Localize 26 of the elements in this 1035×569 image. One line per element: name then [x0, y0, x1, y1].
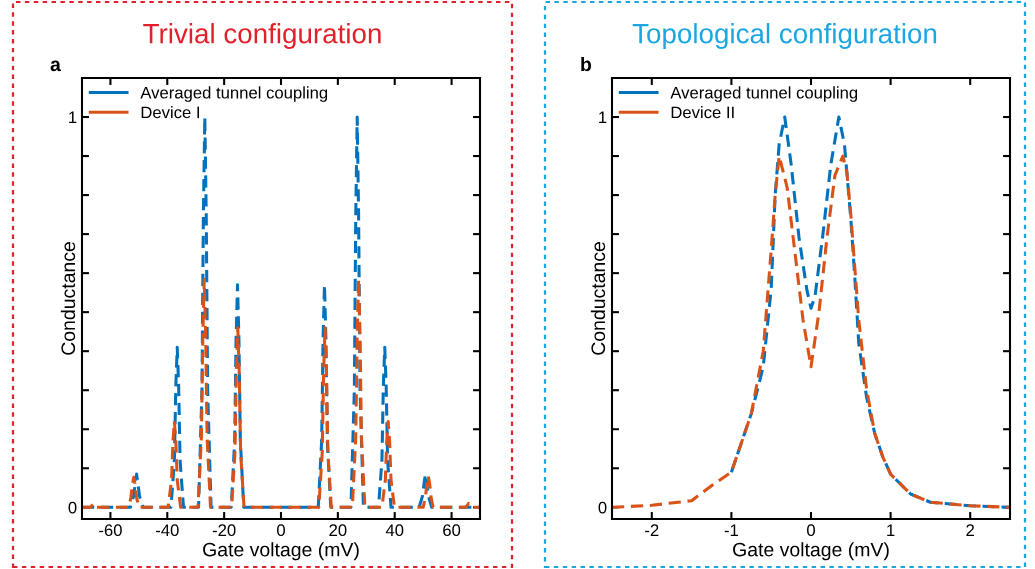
y-axis-title: Conductance: [60, 242, 76, 355]
line-series: [82, 277, 480, 509]
legend-label: Device I: [141, 106, 199, 119]
x-tick-label: -1: [724, 524, 738, 536]
legend-label: Device II: [671, 106, 734, 119]
text: a: [50, 60, 61, 72]
x-tick-label: 20: [329, 524, 347, 537]
x-tick-label: 0: [277, 524, 285, 537]
legend-label: Averaged tunnel coupling: [670, 86, 858, 102]
x-tick-label: -2: [645, 524, 659, 536]
line-series: [612, 154, 1010, 509]
text: b: [581, 56, 592, 72]
x-tick-label: 0: [807, 524, 815, 537]
x-tick-label: -40: [155, 524, 179, 537]
x-tick-label: 1: [887, 524, 895, 536]
x-tick-label: 60: [443, 524, 461, 537]
x-tick-label: -60: [99, 524, 122, 537]
x-tick-label: 40: [385, 524, 404, 537]
chart-title: Trivial configuration: [143, 23, 381, 49]
x-tick-label: -20: [212, 524, 236, 537]
x-axis-title: Gate voltage (mV): [203, 542, 359, 561]
chart-title: Topological configuration: [632, 23, 937, 49]
x-axis-title: Gate voltage (mV): [733, 542, 889, 561]
y-axis-title: Conductance: [590, 242, 606, 355]
legend-label: Averaged tunnel coupling: [140, 86, 328, 102]
x-tick-label: 2: [966, 524, 974, 536]
